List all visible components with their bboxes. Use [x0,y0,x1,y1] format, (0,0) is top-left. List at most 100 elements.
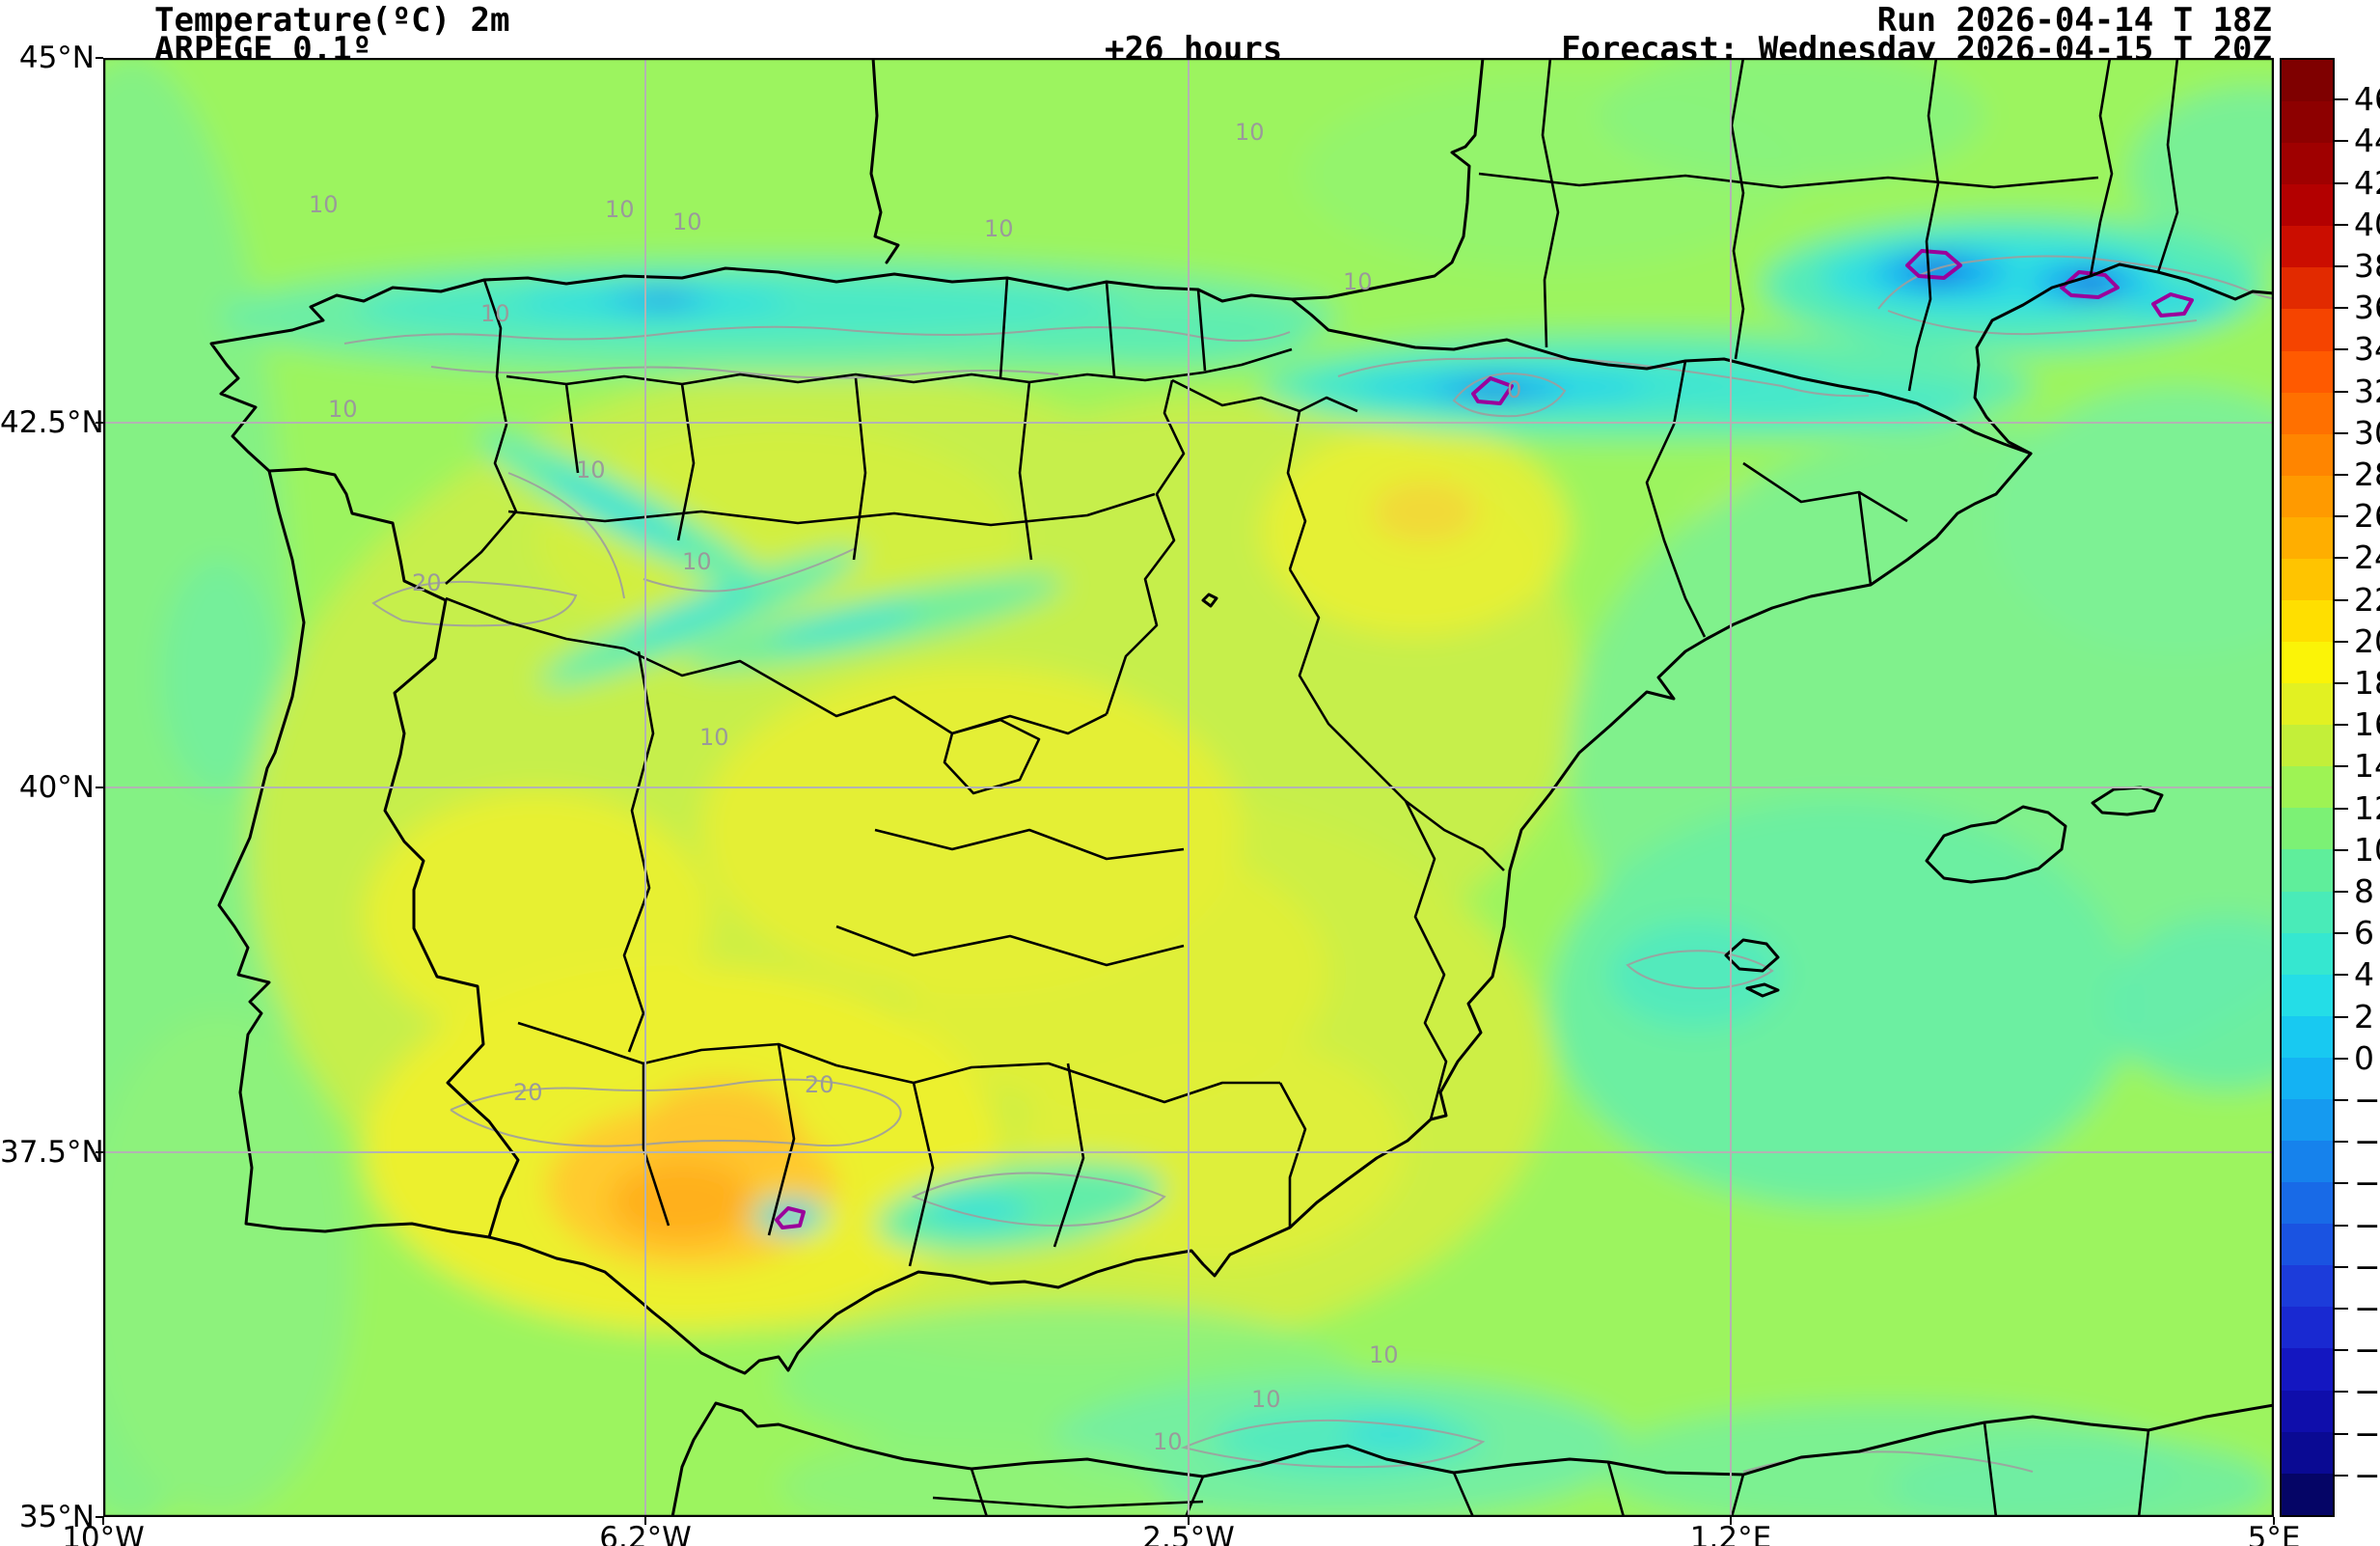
contour-value-label: 10 [1235,119,1265,146]
colorbar-tickmark [2335,1141,2348,1144]
colorbar-band [2282,143,2333,185]
colorbar-band [2282,1224,2333,1266]
colorbar-band [2282,392,2333,434]
colorbar-band [2282,1098,2333,1142]
x-axis-tick-label: 2.5°W [1142,1521,1235,1546]
colorbar-band [2282,475,2333,517]
mallorca [1925,805,2067,884]
colorbar-tick-label: 42 [2354,163,2380,202]
colorbar-band [2282,600,2333,643]
colorbar-tick-label: 40 [2354,205,2380,243]
colorbar-tickmark [2335,682,2348,684]
colorbar-band [2282,642,2333,684]
colorbar-band [2282,766,2333,809]
colorbar-band [2282,932,2333,975]
france-atlantic-coastline [1290,58,1485,301]
colorbar-band [2282,1348,2333,1391]
y-axis-tickmark [96,1516,103,1518]
x-axis-tick-label: 1.2°E [1689,1521,1772,1546]
colorbar-tickmark [2335,474,2348,476]
colorbar-band [2282,1015,2333,1058]
map-title: Temperature(ºC) 2m [154,1,510,40]
colorbar-tickmark [2335,1474,2348,1477]
colorbar-tick-label: −2 [2354,1081,2380,1118]
colorbar-tick-label: −16 [2354,1372,2380,1411]
colorbar-band [2282,516,2333,559]
menorca [2091,786,2164,816]
colorbar-tickmark [2335,765,2348,768]
colorbar-tickmark [2335,807,2348,810]
contour-value-label: 20 [412,569,442,596]
colorbar-tickmark [2335,390,2348,393]
colorbar-band [2282,267,2333,310]
colorbar-tick-label: −12 [2354,1289,2380,1327]
contour-value-label: 10 [1251,1386,1281,1413]
colorbar-tick-label: 44 [2354,122,2380,160]
colorbar-band [2282,725,2333,767]
colorbar-tickmark [2335,1391,2348,1394]
contour-value-label: 10 [1343,268,1373,295]
contour-labels: 10 10 10 10 10 10 10 10 10 10 10 0 20 20 20 10 10 10 [309,119,1521,1455]
colorbar-tick-label: 14 [2354,747,2380,786]
contour-value-label: 20 [805,1071,834,1098]
colorbar-tickmark [2335,348,2348,351]
cold-core-outlines [775,249,2194,1229]
y-axis-tickmark [96,787,103,788]
colorbar-tick-label: 22 [2354,580,2380,619]
y-axis-tickmark [96,1151,103,1153]
colorbar-tick-label: 30 [2354,413,2380,452]
colorbar-tickmark [2335,1224,2348,1227]
plot-frame [103,58,2274,1517]
contour-value-label: 10 [984,215,1014,242]
mystery-coast-segment [869,58,900,264]
contour-value-label: 10 [309,191,339,218]
colorbar-tick-label: 34 [2354,330,2380,369]
colorbar-band [2282,1141,2333,1183]
colorbar-tickmark [2335,223,2348,226]
colorbar-tickmark [2335,932,2348,935]
colorbar-tick-label: −4 [2354,1122,2380,1161]
colorbar-tickmark [2335,557,2348,560]
colorbar-tickmark [2335,1015,2348,1018]
contour-value-label: 10 [576,456,606,483]
colorbar-band [2282,1057,2333,1099]
colorbar-tickmark [2335,265,2348,267]
x-axis-tick-label: 5°E [2247,1521,2301,1546]
colorbar-tick-label: −6 [2354,1164,2380,1202]
x-axis-tick-label: 6.2°W [599,1521,692,1546]
colorbar-tick-label: 24 [2354,538,2380,577]
colorbar-band [2282,1473,2333,1515]
colorbar-tick-label: 12 [2354,788,2380,827]
colorbar-tickmark [2335,1432,2348,1435]
y-axis-tickmark [96,422,103,424]
colorbar-tickmark [2335,598,2348,601]
colorbar-tick-label: 26 [2354,497,2380,536]
contour-value-label: 10 [699,724,729,751]
colorbar-band [2282,309,2333,351]
portugal-border [267,467,520,1239]
contour-value-label: 20 [513,1079,543,1106]
x-axis-tickmark [1730,1517,1732,1525]
colorbar-tick-label: 6 [2354,914,2374,952]
colorbar-tickmark [2335,891,2348,893]
colorbar-band [2282,891,2333,933]
africa-coastline [670,1401,2274,1517]
colorbar-band [2282,974,2333,1016]
contour-value-label: 10 [480,300,510,327]
colorbar-band [2282,60,2333,102]
x-axis-tickmark [644,1517,646,1525]
contour-value-label: 10 [1369,1341,1399,1368]
colorbar-tick-label: 36 [2354,289,2380,327]
colorbar [2280,58,2335,1517]
colorbar-tickmark [2335,724,2348,727]
temperature-map: 10 10 10 10 10 10 10 10 10 10 10 0 20 20 20 10 10 10 [103,58,2274,1517]
contour-value-label: 10 [328,396,358,423]
y-axis-tickmark [96,57,103,59]
france-med-coastline [1973,262,2274,456]
colorbar-tickmark [2335,140,2348,143]
colorbar-band [2282,350,2333,393]
contour-value-label: 10 [605,196,635,223]
colorbar-tickmark [2335,1349,2348,1352]
colorbar-band [2282,1431,2333,1474]
